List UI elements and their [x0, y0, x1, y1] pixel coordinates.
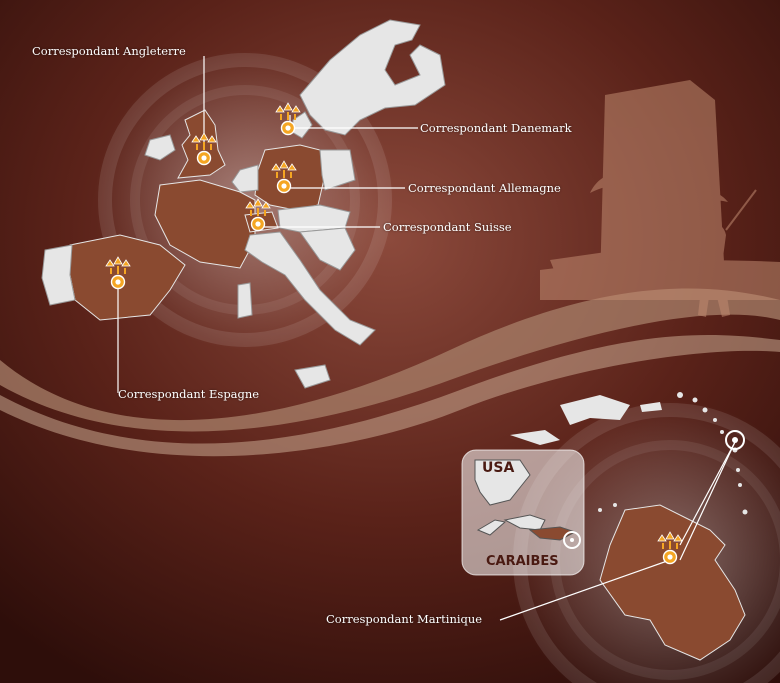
label-angleterre[interactable]: Correspondant Angleterre: [32, 44, 186, 58]
island-sicily[interactable]: [294, 364, 331, 389]
inset-label-usa: USA: [482, 460, 515, 476]
palm-tree-pin-icon[interactable]: [271, 160, 297, 194]
palm-tree-pin-icon[interactable]: [657, 531, 683, 565]
country-uk[interactable]: [177, 109, 226, 179]
country-poland[interactable]: [319, 149, 356, 191]
label-martinique[interactable]: Correspondant Martinique: [326, 612, 483, 626]
label-suisse[interactable]: Correspondant Suisse: [383, 220, 512, 234]
caraibes-inset: [461, 449, 585, 576]
label-espagne[interactable]: Correspondant Espagne: [118, 387, 260, 401]
palm-tree-pin-icon[interactable]: [245, 198, 271, 232]
palm-tree-pin-icon[interactable]: [105, 256, 131, 290]
country-benelux[interactable]: [231, 164, 259, 193]
label-allemagne[interactable]: Correspondant Allemagne: [408, 181, 561, 195]
country-italy[interactable]: [244, 231, 376, 346]
target-ring-icon: [725, 430, 745, 450]
island-cuba[interactable]: [510, 430, 560, 445]
country-scandinavia[interactable]: [299, 19, 446, 136]
island-hispaniola[interactable]: [560, 395, 630, 425]
country-france[interactable]: [154, 179, 256, 269]
palm-tree-pin-icon[interactable]: [191, 132, 217, 166]
country-ireland[interactable]: [144, 134, 176, 161]
island-martinique[interactable]: [599, 504, 746, 661]
island-sardinia[interactable]: [237, 282, 253, 319]
palm-tree-pin-icon[interactable]: [275, 102, 301, 136]
country-balkans[interactable]: [299, 227, 356, 271]
tower-silhouette: [540, 80, 780, 317]
inset-label-caraibes: CARAIBES: [486, 554, 559, 569]
country-portugal[interactable]: [41, 244, 76, 306]
label-danemark[interactable]: Correspondant Danemark: [420, 121, 572, 135]
lesser-antilles: [598, 392, 748, 515]
island-puerto-rico[interactable]: [640, 402, 662, 412]
